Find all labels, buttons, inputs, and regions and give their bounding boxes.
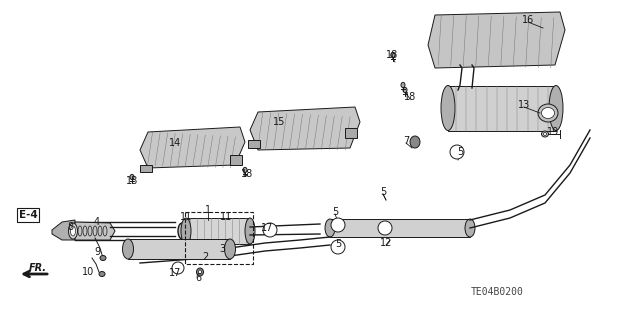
Ellipse shape xyxy=(538,104,558,122)
Polygon shape xyxy=(250,107,360,150)
Ellipse shape xyxy=(441,85,455,130)
Polygon shape xyxy=(330,219,470,237)
Text: 4: 4 xyxy=(94,217,100,227)
Circle shape xyxy=(263,223,277,237)
Text: 5: 5 xyxy=(335,239,341,249)
Circle shape xyxy=(452,147,461,157)
Circle shape xyxy=(381,224,390,233)
Polygon shape xyxy=(75,222,115,240)
Text: 18: 18 xyxy=(241,169,253,179)
Polygon shape xyxy=(52,220,75,240)
Circle shape xyxy=(333,242,342,251)
Text: 1: 1 xyxy=(205,205,211,215)
Text: 18: 18 xyxy=(404,92,416,102)
Ellipse shape xyxy=(325,219,335,237)
Ellipse shape xyxy=(122,239,134,259)
Ellipse shape xyxy=(70,226,76,236)
Text: 18: 18 xyxy=(126,176,138,186)
Text: 7: 7 xyxy=(403,136,409,146)
Text: 2: 2 xyxy=(202,252,208,262)
Polygon shape xyxy=(140,165,152,172)
Ellipse shape xyxy=(403,87,407,93)
Text: 18: 18 xyxy=(386,50,398,60)
Circle shape xyxy=(331,218,345,232)
Polygon shape xyxy=(345,128,357,138)
Polygon shape xyxy=(140,127,245,168)
Polygon shape xyxy=(428,12,565,68)
Ellipse shape xyxy=(243,167,247,173)
Ellipse shape xyxy=(130,174,134,180)
Ellipse shape xyxy=(401,82,405,88)
Text: 10: 10 xyxy=(82,267,94,277)
Circle shape xyxy=(175,264,182,271)
Ellipse shape xyxy=(541,108,554,118)
Ellipse shape xyxy=(391,52,395,58)
Ellipse shape xyxy=(181,218,191,244)
Text: 5: 5 xyxy=(380,187,386,197)
Text: TE04B0200: TE04B0200 xyxy=(470,287,524,297)
Circle shape xyxy=(331,240,345,254)
Bar xyxy=(185,212,253,264)
Circle shape xyxy=(172,262,184,274)
Circle shape xyxy=(450,145,464,159)
Polygon shape xyxy=(230,155,242,165)
Ellipse shape xyxy=(410,136,420,148)
Ellipse shape xyxy=(391,52,395,58)
Ellipse shape xyxy=(178,223,186,239)
Ellipse shape xyxy=(465,219,475,237)
Text: 14: 14 xyxy=(169,138,181,148)
Text: 9: 9 xyxy=(94,247,100,257)
Circle shape xyxy=(378,221,392,235)
Text: 12: 12 xyxy=(380,238,392,248)
Text: 5: 5 xyxy=(332,207,338,217)
Circle shape xyxy=(266,226,275,234)
Ellipse shape xyxy=(198,270,202,274)
Ellipse shape xyxy=(549,85,563,130)
Text: 3: 3 xyxy=(219,244,225,254)
Ellipse shape xyxy=(232,223,240,239)
Text: 19: 19 xyxy=(547,127,559,137)
Text: 11: 11 xyxy=(220,212,232,222)
Text: 15: 15 xyxy=(273,117,285,127)
Ellipse shape xyxy=(99,271,105,277)
Ellipse shape xyxy=(100,256,106,261)
Text: FR.: FR. xyxy=(29,263,47,273)
Text: 11: 11 xyxy=(180,212,192,222)
Text: 13: 13 xyxy=(518,100,530,110)
Text: 8: 8 xyxy=(67,222,73,232)
Text: 17: 17 xyxy=(261,223,273,233)
Circle shape xyxy=(333,220,342,229)
Text: 6: 6 xyxy=(195,273,201,283)
Text: 5: 5 xyxy=(457,147,463,157)
Ellipse shape xyxy=(245,218,255,244)
Ellipse shape xyxy=(225,239,236,259)
Ellipse shape xyxy=(543,132,547,136)
Polygon shape xyxy=(186,218,250,244)
Ellipse shape xyxy=(541,131,548,137)
Ellipse shape xyxy=(68,223,77,239)
Text: 16: 16 xyxy=(522,15,534,25)
Ellipse shape xyxy=(196,268,204,276)
Text: 17: 17 xyxy=(169,268,181,278)
Text: E-4: E-4 xyxy=(19,210,37,220)
Polygon shape xyxy=(128,239,230,259)
Polygon shape xyxy=(248,140,260,148)
Polygon shape xyxy=(448,85,556,130)
